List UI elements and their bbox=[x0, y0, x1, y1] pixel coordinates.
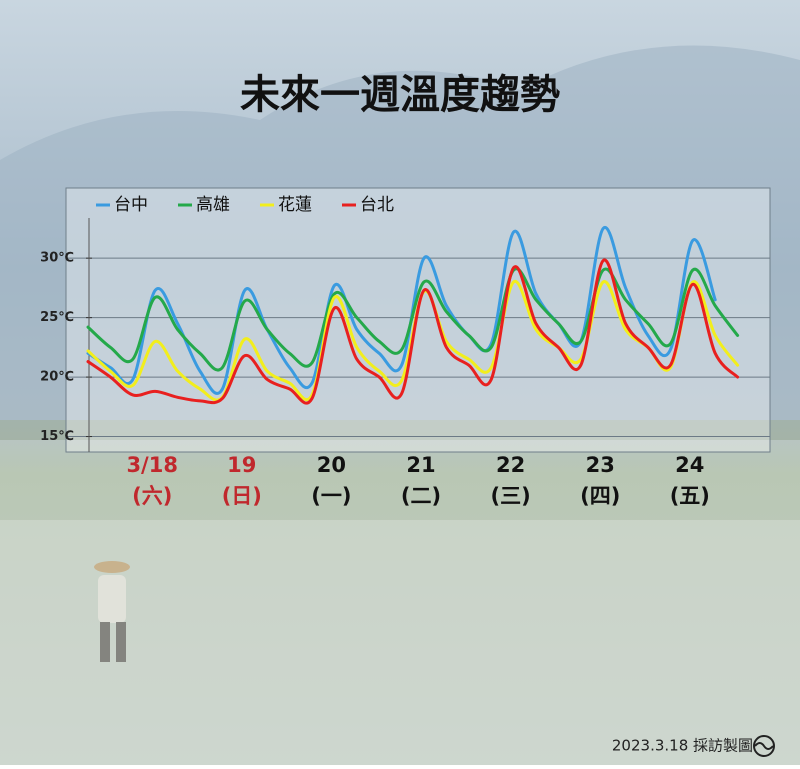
field bbox=[0, 520, 800, 765]
line-series bbox=[86, 225, 717, 395]
line-series bbox=[86, 267, 740, 372]
y-tick-label: 15℃ bbox=[40, 429, 74, 444]
legend-label: 台中 bbox=[114, 195, 148, 215]
day-date: 20 bbox=[317, 453, 346, 477]
y-tick-label: 20℃ bbox=[40, 370, 74, 385]
day-date: 19 bbox=[227, 453, 256, 477]
day-weekday: (三) bbox=[490, 484, 530, 508]
plot-panel bbox=[65, 187, 771, 453]
legend-label: 花蓮 bbox=[278, 195, 312, 215]
footer: 2023.3.18 採訪製圖 bbox=[612, 737, 753, 755]
y-tick-label: 30℃ bbox=[40, 251, 74, 266]
day-date: 21 bbox=[406, 453, 435, 477]
day-weekday: (二) bbox=[401, 484, 441, 508]
farmer bbox=[94, 561, 130, 662]
day-weekday: (四) bbox=[580, 484, 620, 508]
line-series bbox=[86, 258, 740, 405]
day-date: 23 bbox=[586, 453, 615, 477]
day-date: 24 bbox=[675, 453, 704, 477]
logo bbox=[753, 735, 775, 757]
chart-title: 未來一週溫度趨勢 bbox=[240, 72, 560, 118]
treeline bbox=[0, 420, 800, 440]
mountains bbox=[0, 45, 800, 420]
day-weekday: (日) bbox=[222, 484, 262, 508]
day-weekday: (一) bbox=[311, 484, 351, 508]
day-weekday: (六) bbox=[132, 484, 172, 508]
day-date: 3/18 bbox=[126, 453, 178, 477]
legend-label: 高雄 bbox=[196, 195, 230, 215]
y-tick-label: 25℃ bbox=[40, 310, 74, 325]
day-date: 22 bbox=[496, 453, 525, 477]
legend-label: 台北 bbox=[360, 195, 394, 215]
day-weekday: (五) bbox=[670, 484, 710, 508]
